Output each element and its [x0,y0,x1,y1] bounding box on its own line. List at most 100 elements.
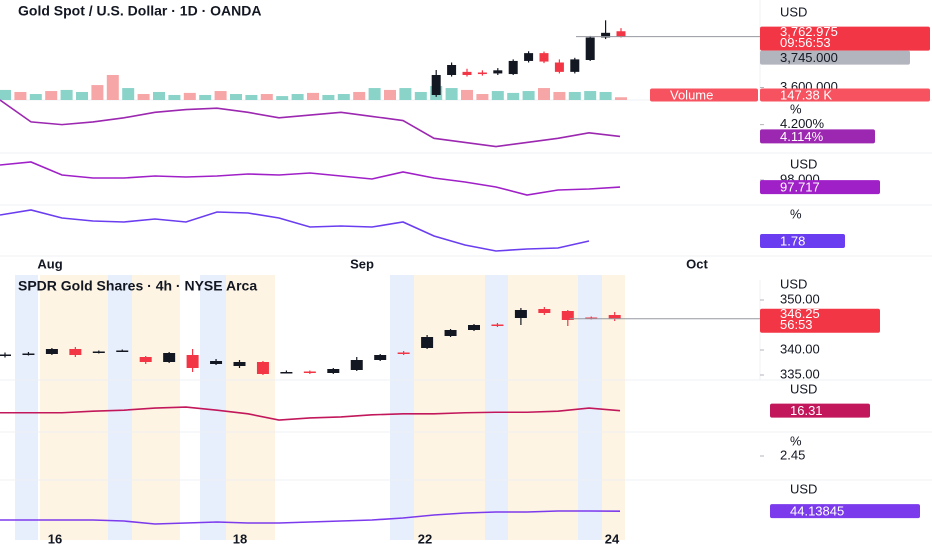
volume-bar [153,91,165,100]
last-price: 3,762.975 [780,24,838,39]
y-tick-label: 2.45 [780,447,805,462]
indicator-value-box [770,403,870,418]
volume-bar [568,91,581,100]
volume-bar [615,97,627,100]
candle-body [210,361,223,364]
candle-body [163,353,176,362]
x-tick-label: Oct [686,256,708,271]
volume-bar [14,91,27,100]
volume-bar [414,91,427,100]
x-tick-label: Sep [350,256,374,271]
y-tick-label: 340.00 [780,341,820,356]
session-band [108,275,132,540]
volume-bar [276,96,289,100]
candle-body [116,350,129,352]
candle-body [514,310,527,318]
session-band [15,275,38,540]
x-tick-label: 24 [605,531,620,546]
pane-unit: USD [790,481,817,496]
indicator-value: 44.13845 [790,504,844,519]
candle-body [538,309,551,313]
session-band [414,275,485,540]
axis-unit: USD [780,276,807,291]
indicator-value-box [760,129,875,144]
volume-bar [538,88,550,100]
volume-bar [199,94,212,100]
candle-body [508,60,518,75]
volume-bar [91,85,104,100]
pane-unit: USD [790,381,817,396]
candle-body [256,362,269,374]
volume-bar [76,91,88,100]
volume-bar [307,92,319,100]
volume-bar [0,89,11,100]
session-band [226,275,275,540]
volume-bar [183,92,196,100]
y-tick-label: 4.200% [780,116,825,131]
indicator-value-box [760,180,880,195]
volume-bar [230,94,242,100]
volume-bar [507,92,520,100]
volume-bar [599,91,612,100]
level-label: 3,745.000 [780,50,838,65]
axis-unit: USD [780,4,807,19]
candle-body [139,357,152,362]
session-band [485,275,508,540]
volume-bar [461,89,473,100]
volume-bar [291,94,304,100]
candle-body [570,59,580,72]
candle-body [585,37,595,60]
candle-body [447,65,457,75]
x-tick-label: 18 [233,531,247,546]
countdown: 56:53 [780,317,813,332]
volume-bar [384,89,396,100]
chart-title: Gold Spot / U.S. Dollar · 1D · OANDA [18,3,261,19]
candle-body [539,53,549,62]
volume-bar [553,91,566,100]
x-tick-label: 16 [48,531,62,546]
candle-body [554,62,564,72]
volume-bar [60,89,73,100]
indicator-value-box [760,234,845,248]
candle-body [303,371,316,373]
volume-bar [29,94,42,100]
indicator-value: 1.78 [780,233,805,248]
candle-body [280,372,293,374]
session-band [602,275,625,540]
volume-bar [214,91,227,100]
candle-body [22,353,35,355]
last-price: 346.25 [780,306,820,321]
x-tick-label: 22 [418,531,432,546]
indicator-line [0,161,621,196]
indicator-line [0,209,590,252]
candle-body [233,362,246,366]
indicator-value-box [770,504,920,519]
volume-bar [260,94,273,100]
plots [0,20,760,525]
volume-bar [584,91,597,100]
volume-name: Volume [670,87,713,102]
candle-body [444,330,457,336]
candle-body [491,324,504,326]
candle-body [350,360,363,370]
candle-body [601,32,611,38]
candle-body [327,369,340,373]
session-band [390,275,414,540]
volume-bar [445,88,458,100]
labels: Gold Spot / U.S. Dollar · 1D · OANDA USD3… [18,3,930,546]
volume-bar [322,94,335,100]
volume-bar [399,88,412,100]
indicator-line [0,406,621,421]
volume-bar [245,94,258,100]
volume-bar [476,94,489,100]
candle-body [431,75,441,95]
candle-body [524,53,534,61]
volume-bar [353,91,366,100]
session-band [40,275,108,540]
candle-body [468,325,480,330]
candle-body [0,354,11,356]
candle-body [186,355,199,368]
x-tick-label: Aug [37,256,62,271]
y-tick-label: 335.00 [780,366,820,381]
